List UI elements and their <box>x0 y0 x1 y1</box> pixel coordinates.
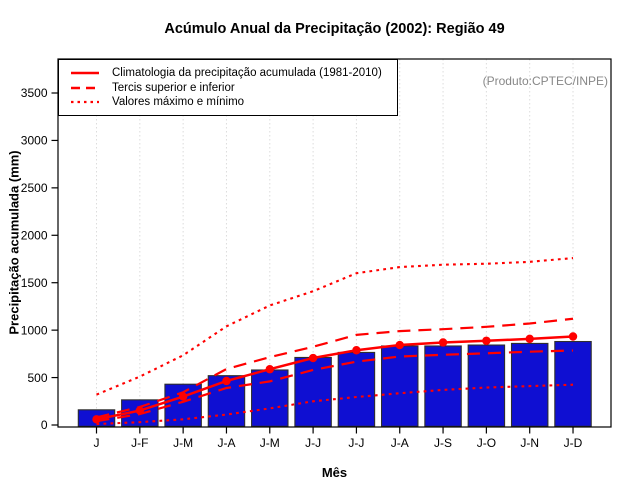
legend-item-climatology: Climatologia da precipitação acumulada (… <box>70 66 397 81</box>
series-line-dotted <box>96 383 574 426</box>
x-tick-label: J-O <box>477 436 496 450</box>
bar <box>380 345 419 427</box>
y-tick-label: 1000 <box>21 323 48 337</box>
climatology-marker <box>265 365 274 374</box>
climatology-marker <box>135 406 145 415</box>
climatology-marker <box>178 392 188 401</box>
series-line-dashed <box>96 349 574 423</box>
y-tick-label: 2000 <box>21 228 48 242</box>
climatology-marker <box>92 415 101 424</box>
y-tick-label: 3500 <box>21 86 48 100</box>
bar <box>424 345 462 427</box>
climatology-marker <box>395 340 404 350</box>
bar <box>467 344 506 427</box>
y-tick-label: 1500 <box>21 276 48 290</box>
legend-label: Tercis superior e inferior <box>112 81 235 94</box>
legend-item-max-min: Valores máximo e mínimo <box>70 95 397 110</box>
y-axis-title: Precipitação acumulada (mm) <box>6 150 22 335</box>
x-tick-label: J-A <box>217 436 235 450</box>
x-tick-label: J <box>94 436 100 450</box>
legend-label: Valores máximo e mínimo <box>112 96 245 109</box>
x-tick-label: J-N <box>520 436 539 450</box>
bar <box>510 342 549 427</box>
series-line-dashed <box>96 317 574 419</box>
climatology-marker <box>308 353 318 363</box>
x-tick-label: J-M <box>260 436 280 450</box>
bar <box>554 340 592 427</box>
x-tick-label: J-J <box>305 436 321 450</box>
climatology-marker <box>525 334 534 344</box>
y-tick-label: 0 <box>41 418 48 432</box>
climatology-marker <box>352 346 361 355</box>
y-tick-label: 500 <box>27 371 47 385</box>
climatology-marker <box>222 376 231 386</box>
dashed-line-icon <box>71 86 99 89</box>
legend-label: Climatologia da precipitação acumulada (… <box>112 67 382 80</box>
x-axis-title: Mês <box>321 465 348 480</box>
y-tick-label: 3000 <box>21 134 48 148</box>
x-tick-label: J-S <box>434 436 452 450</box>
series-line-solid <box>96 335 574 421</box>
x-tick-label: J-D <box>564 436 583 450</box>
x-tick-label: J-M <box>173 436 193 450</box>
climatology-marker <box>438 338 448 347</box>
x-tick-label: J-A <box>391 436 409 450</box>
y-tick-label: 2500 <box>21 181 48 195</box>
bar <box>251 369 289 427</box>
legend: Climatologia da precipitação acumulada (… <box>58 59 398 116</box>
solid-line-icon <box>71 72 99 75</box>
legend-item-terciles: Tercis superior e inferior <box>70 81 397 96</box>
climatology-marker <box>482 336 491 345</box>
climatology-marker <box>568 332 578 341</box>
bar <box>294 356 332 427</box>
dotted-line-icon <box>71 101 99 104</box>
chart-title: Acúmulo Anual da Precipitação (2002): Re… <box>164 21 505 37</box>
product-credit-label: (Produto:CPTEC/INPE) <box>482 74 608 88</box>
x-tick-label: J-J <box>348 436 364 450</box>
x-tick-label: J-F <box>131 436 148 450</box>
